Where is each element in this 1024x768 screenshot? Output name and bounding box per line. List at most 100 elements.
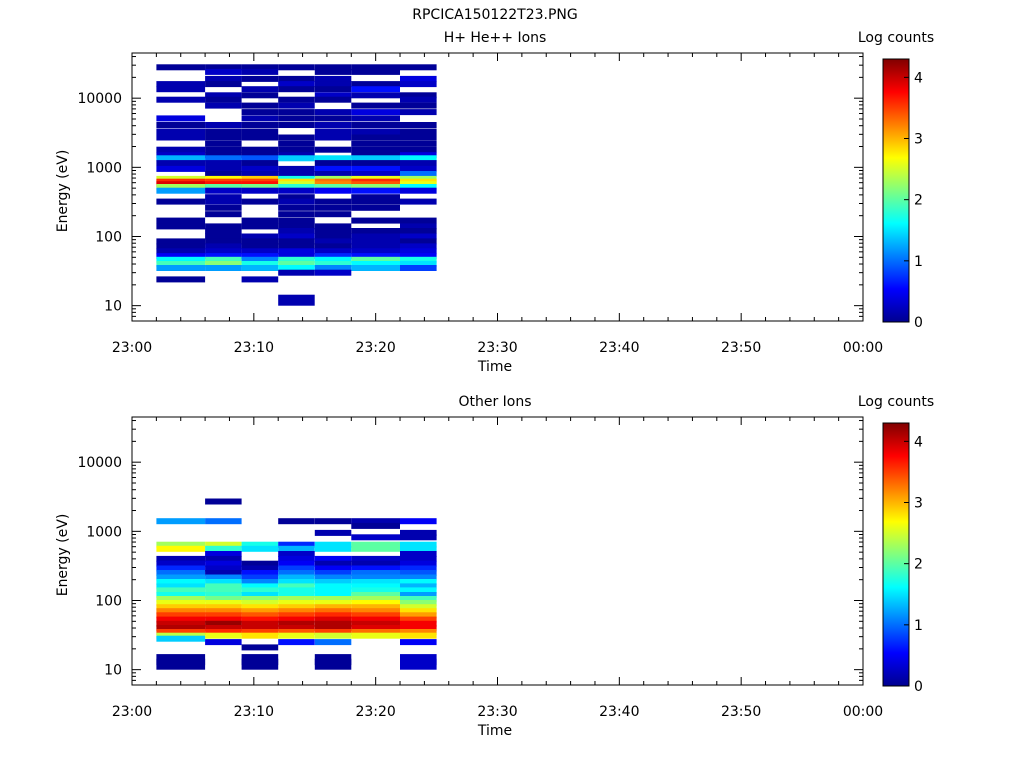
colorbar-tick-label: 4 <box>914 70 923 86</box>
heatmap-cell <box>278 256 315 263</box>
heatmap-cell <box>351 152 400 159</box>
heatmap-cell <box>314 579 352 585</box>
heatmap-cell <box>205 134 242 141</box>
heatmap-cell <box>351 596 400 602</box>
heatmap-cell <box>400 560 437 567</box>
heatmap-cell <box>314 204 352 211</box>
heatmap-cell <box>351 583 400 590</box>
heatmap-cell <box>400 238 437 245</box>
heatmap-cell <box>241 122 279 128</box>
heatmap-cell <box>278 560 315 567</box>
heatmap-cell <box>156 579 206 585</box>
heatmap-cell <box>400 171 437 177</box>
heatmap-cell <box>278 604 315 611</box>
panel-other-ions: Other Ions Time Energy (eV) Log counts 2… <box>55 394 934 739</box>
heatmap-cell <box>156 122 206 128</box>
heatmap-cell <box>241 565 279 572</box>
heatmap-cell <box>278 115 315 122</box>
heatmap-cell <box>205 555 242 562</box>
heatmap-cell <box>351 171 400 177</box>
heatmap-cell <box>400 570 437 576</box>
heatmap-cell <box>278 204 315 211</box>
heatmap-cell <box>314 171 352 177</box>
heatmap-cell <box>278 86 315 93</box>
heatmap-cell <box>351 518 400 525</box>
heatmap-cell <box>278 238 315 245</box>
heatmap-cell <box>314 81 352 88</box>
heatmap-cell <box>314 92 352 99</box>
heatmap-cell <box>205 228 242 234</box>
heatmap-cell <box>351 522 400 529</box>
x-tick-label: 23:40 <box>599 340 639 356</box>
y-tick-label: 100 <box>95 229 122 245</box>
heatmap-cell <box>351 616 400 623</box>
heatmap-cell <box>278 198 315 205</box>
heatmap-cell <box>156 625 206 631</box>
heatmap-cell <box>351 570 400 576</box>
heatmap-cell <box>241 64 279 71</box>
heatmap-cell <box>205 140 242 147</box>
heatmap-cell <box>278 551 315 557</box>
panel-h-he-ions: H+ He++ Ions Time Energy (eV) Log counts… <box>55 30 934 375</box>
heatmap-cell <box>314 629 352 635</box>
axis-ticks: 23:00 23:10 23:20 23:30 23:40 23:50 00:00 10 100… <box>77 53 883 356</box>
heatmap-cell <box>400 128 437 135</box>
heatmap-cell <box>278 269 315 276</box>
heatmap-cell <box>314 639 352 646</box>
heatmap-cell <box>278 592 315 598</box>
heatmap-cell <box>351 243 400 250</box>
heatmap-cell <box>314 248 352 255</box>
heatmap-cell <box>156 238 206 245</box>
heatmap-cell <box>314 198 352 205</box>
heatmap-cell <box>278 171 315 177</box>
heatmap-cell <box>314 620 352 627</box>
heatmap-cell <box>156 583 206 590</box>
heatmap-cell <box>314 155 352 162</box>
heatmap-cell <box>205 238 242 245</box>
heatmap-cell <box>314 187 352 194</box>
plot-frame <box>131 52 864 322</box>
heatmap-cell <box>351 629 400 635</box>
heatmap-cell <box>205 128 242 135</box>
heatmap-cell <box>205 541 242 548</box>
heatmap-cell <box>314 592 352 598</box>
heatmap-cell <box>400 551 437 557</box>
heatmap-cell <box>400 134 437 141</box>
heatmap-cell <box>205 639 242 646</box>
heatmap-cell <box>351 115 400 122</box>
heatmap-cell <box>241 545 279 552</box>
heatmap-cell <box>314 529 352 536</box>
x-tick-label: 23:40 <box>599 704 639 720</box>
heatmap-cell <box>278 211 315 218</box>
heatmap-cell <box>156 629 206 635</box>
heatmap-cell <box>400 658 437 670</box>
heatmap-cell <box>351 155 400 162</box>
heatmap-cell <box>314 545 352 552</box>
heatmap-cell <box>400 265 437 271</box>
heatmap-cell <box>400 187 437 194</box>
heatmap-cell <box>241 574 279 581</box>
heatmap-cell <box>205 583 242 590</box>
heatmap-cell <box>241 620 279 627</box>
heatmap-cell <box>241 644 279 651</box>
heatmap-cell <box>351 233 400 240</box>
x-axis-label: Time <box>477 359 512 375</box>
heatmap-cell <box>400 620 437 627</box>
heatmap-cell <box>156 184 206 190</box>
colorbar-tick-label: 0 <box>914 315 923 331</box>
heatmap-cell <box>400 600 437 606</box>
heatmap-cell <box>400 555 437 562</box>
heatmap-cell <box>205 261 242 267</box>
heatmap-cell <box>241 253 279 260</box>
heatmap-cell <box>278 122 315 128</box>
heatmap-cell <box>351 238 400 245</box>
heatmap-cell <box>156 160 206 167</box>
heatmap-cell <box>351 128 400 135</box>
heatmap-cell <box>156 165 206 172</box>
heatmap-cell <box>278 233 315 240</box>
y-tick-label: 10000 <box>77 91 122 107</box>
heatmap-cell <box>205 146 242 153</box>
heatmap-cell <box>278 294 315 306</box>
y-axis-label: Energy (eV) <box>55 150 71 233</box>
colorbar-tick-label: 3 <box>914 496 923 512</box>
